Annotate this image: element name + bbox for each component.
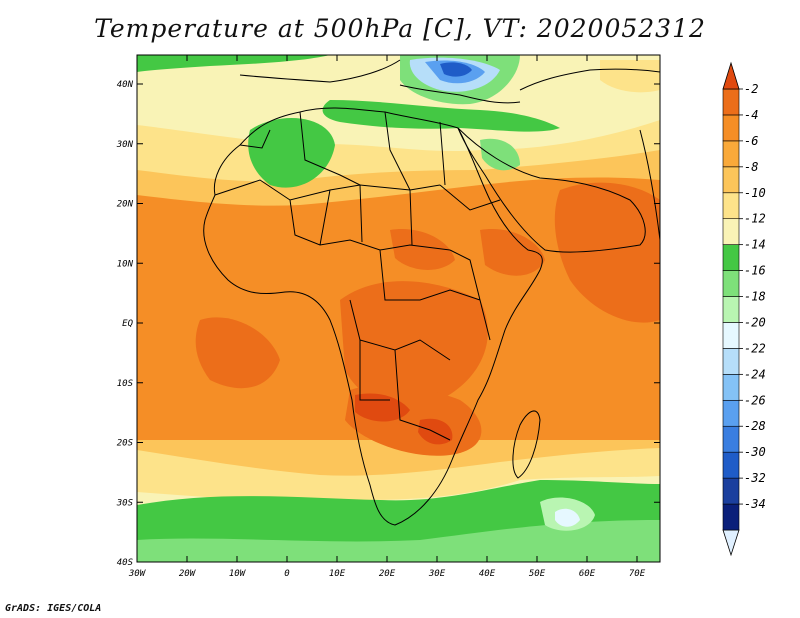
colorbar-bin	[722, 192, 740, 220]
coastline	[203, 59, 660, 526]
map-title: Temperature at 500hPa [C], VT: 202005231…	[94, 14, 706, 43]
colorbar-bin	[722, 399, 740, 427]
colorbar-bin	[722, 425, 740, 453]
colorbar-arrow-bottom	[722, 529, 740, 557]
colorbar-label: -12	[744, 212, 766, 226]
lat-label: 30N	[116, 140, 134, 150]
lon-label: 30W	[128, 569, 147, 579]
lon-label: 50E	[529, 569, 546, 579]
colorbar-label: -4	[744, 108, 758, 122]
colorbar-label: -14	[744, 238, 766, 252]
lon-label: 60E	[579, 569, 596, 579]
colorbar-bin	[722, 322, 740, 349]
colorbar-bin	[722, 270, 740, 297]
colorbar-bin	[722, 503, 740, 531]
colorbar-bin	[722, 88, 740, 116]
colorbar-bin	[722, 140, 740, 168]
temperature-field	[137, 55, 660, 562]
colorbar-label: -2	[744, 82, 758, 96]
colorbar-bin	[722, 166, 740, 194]
colorbar-label: -24	[744, 367, 766, 381]
colorbar-label: -28	[744, 419, 766, 433]
colorbar-arrow-top	[722, 61, 740, 90]
lon-label: 10W	[229, 569, 247, 579]
colorbar-label: -26	[744, 393, 766, 407]
colorbar-bin	[722, 114, 740, 142]
colorbar-bin	[722, 348, 740, 375]
colorbar-bin	[722, 218, 740, 245]
lat-label: 10S	[117, 379, 134, 389]
colorbar-bin	[722, 451, 740, 479]
lat-label: 10N	[117, 259, 134, 269]
colorbar-bin	[722, 374, 740, 401]
colorbar-label: -18	[744, 290, 766, 304]
longitude-axis: 30W 20W 10W 0 10E 20E 30E 40E 50E 60E 70E	[128, 55, 646, 579]
lat-label: 20S	[117, 439, 134, 449]
colorbar-bin	[722, 296, 740, 323]
colorbar-label: -8	[744, 160, 758, 174]
latitude-axis: 40N 30N 20N 10N EQ 10S 20S 30S 40S	[116, 80, 660, 568]
colorbar-label: -34	[744, 497, 766, 511]
lon-label: 40E	[479, 569, 496, 579]
colorbar-label: -16	[744, 264, 766, 278]
colorbar-bin	[722, 244, 740, 271]
lon-label: 10E	[329, 569, 346, 579]
colorbar-label: -30	[744, 445, 766, 459]
lon-label: 30E	[428, 569, 446, 579]
colorbar-label: -6	[744, 134, 758, 148]
lon-label: 70E	[629, 569, 646, 579]
credit-text: GrADS: IGES/COLA	[5, 603, 102, 614]
lat-label: 40N	[117, 80, 134, 90]
colorbar-label: -22	[744, 341, 766, 355]
lon-label: 0	[284, 569, 289, 579]
lat-label: 40S	[117, 558, 134, 568]
colorbar-label: -20	[744, 315, 766, 329]
lat-label: 20N	[117, 200, 134, 210]
lat-label: 30S	[116, 498, 134, 508]
colorbar-bin	[722, 477, 740, 505]
colorbar: -2 -4 -6 -8 -10 -12 -14 -16 -18 -20 -22 -24 -26 -28 -3…	[722, 61, 766, 557]
map-frame	[136, 54, 661, 563]
colorbar-label: -32	[744, 471, 766, 485]
colorbar-label: -10	[744, 186, 766, 200]
lon-label: 20E	[379, 569, 396, 579]
lon-label: 20W	[179, 569, 197, 579]
lat-label: EQ	[122, 319, 133, 329]
